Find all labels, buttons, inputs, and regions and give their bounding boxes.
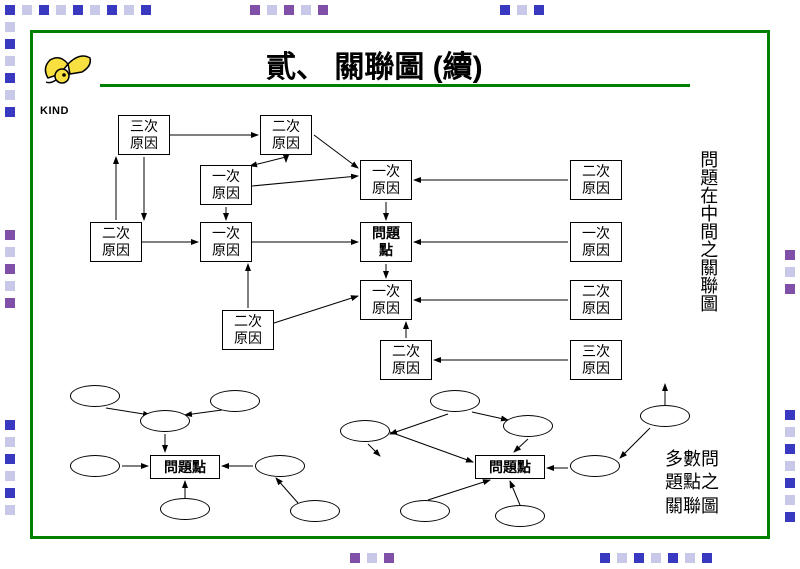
deco-square: [39, 5, 49, 15]
deco-square: [250, 5, 260, 15]
diagram-ellipse: [495, 505, 545, 527]
deco-square: [651, 553, 661, 563]
title-underline: [100, 84, 690, 87]
diagram-ellipse: [340, 420, 390, 442]
deco-square: [5, 230, 15, 240]
deco-square: [56, 5, 66, 15]
side-label-2: 多數問題點之關聯圖: [665, 448, 775, 518]
deco-square: [5, 5, 15, 15]
deco-square: [73, 5, 83, 15]
deco-square: [5, 264, 15, 274]
deco-square: [785, 427, 795, 437]
deco-square: [785, 495, 795, 505]
deco-square: [785, 512, 795, 522]
diagram-ellipse: [70, 455, 120, 477]
diagram-node: 二次 原因: [570, 280, 622, 320]
side-label-1: 問題在中間之關聯圖: [695, 150, 720, 312]
diagram-node: 二次 原因: [260, 115, 312, 155]
deco-square: [785, 444, 795, 454]
deco-square: [785, 250, 795, 260]
diagram-node: 一次 原因: [200, 222, 252, 262]
deco-square: [124, 5, 134, 15]
deco-square: [785, 410, 795, 420]
deco-square: [22, 5, 32, 15]
deco-square: [284, 5, 294, 15]
diagram-node: 問題 點: [360, 222, 412, 262]
diagram-node: 一次 原因: [360, 160, 412, 200]
deco-square: [5, 247, 15, 257]
deco-square: [685, 553, 695, 563]
deco-square: [785, 478, 795, 488]
deco-square: [534, 5, 544, 15]
diagram-ellipse: [570, 455, 620, 477]
diagram-node: 一次 原因: [200, 165, 252, 205]
deco-square: [5, 437, 15, 447]
diagram-ellipse: [503, 415, 553, 437]
deco-square: [90, 5, 100, 15]
diagram-node: 二次 原因: [222, 310, 274, 350]
diagram-node: 二次 原因: [380, 340, 432, 380]
diagram-node: 二次 原因: [570, 160, 622, 200]
diagram-node: 問題點: [475, 455, 545, 479]
deco-square: [301, 5, 311, 15]
deco-square: [5, 298, 15, 308]
deco-square: [5, 471, 15, 481]
diagram-ellipse: [290, 500, 340, 522]
diagram-ellipse: [160, 498, 210, 520]
deco-square: [785, 267, 795, 277]
deco-square: [5, 107, 15, 117]
deco-square: [141, 5, 151, 15]
deco-square: [107, 5, 117, 15]
deco-square: [500, 5, 510, 15]
deco-square: [5, 281, 15, 291]
slide-title: 貳、 關聯圖 (續): [266, 42, 483, 86]
deco-square: [5, 73, 15, 83]
diagram-ellipse: [255, 455, 305, 477]
deco-square: [785, 461, 795, 471]
deco-square: [617, 553, 627, 563]
diagram-ellipse: [640, 405, 690, 427]
deco-square: [702, 553, 712, 563]
diagram-node: 一次 原因: [570, 222, 622, 262]
deco-square: [668, 553, 678, 563]
deco-square: [5, 505, 15, 515]
deco-square: [600, 553, 610, 563]
deco-square: [5, 420, 15, 430]
deco-square: [350, 553, 360, 563]
deco-square: [634, 553, 644, 563]
deco-square: [785, 284, 795, 294]
deco-square: [5, 488, 15, 498]
deco-square: [267, 5, 277, 15]
deco-square: [318, 5, 328, 15]
diagram-ellipse: [400, 500, 450, 522]
logo-text: KIND: [40, 105, 95, 117]
deco-square: [5, 39, 15, 49]
diagram-ellipse: [430, 390, 480, 412]
diagram-node: 一次 原因: [360, 280, 412, 320]
deco-square: [5, 56, 15, 66]
diagram-ellipse: [210, 390, 260, 412]
diagram-node: 二次 原因: [90, 222, 142, 262]
diagram-ellipse: [70, 385, 120, 407]
diagram-node: 三次 原因: [118, 115, 170, 155]
deco-square: [5, 454, 15, 464]
diagram-node: 問題點: [150, 455, 220, 479]
deco-square: [5, 90, 15, 100]
deco-square: [517, 5, 527, 15]
kind-logo: KIND: [40, 50, 95, 117]
deco-square: [5, 22, 15, 32]
diagram-ellipse: [140, 410, 190, 432]
diagram-node: 三次 原因: [570, 340, 622, 380]
deco-square: [367, 553, 377, 563]
deco-square: [384, 553, 394, 563]
